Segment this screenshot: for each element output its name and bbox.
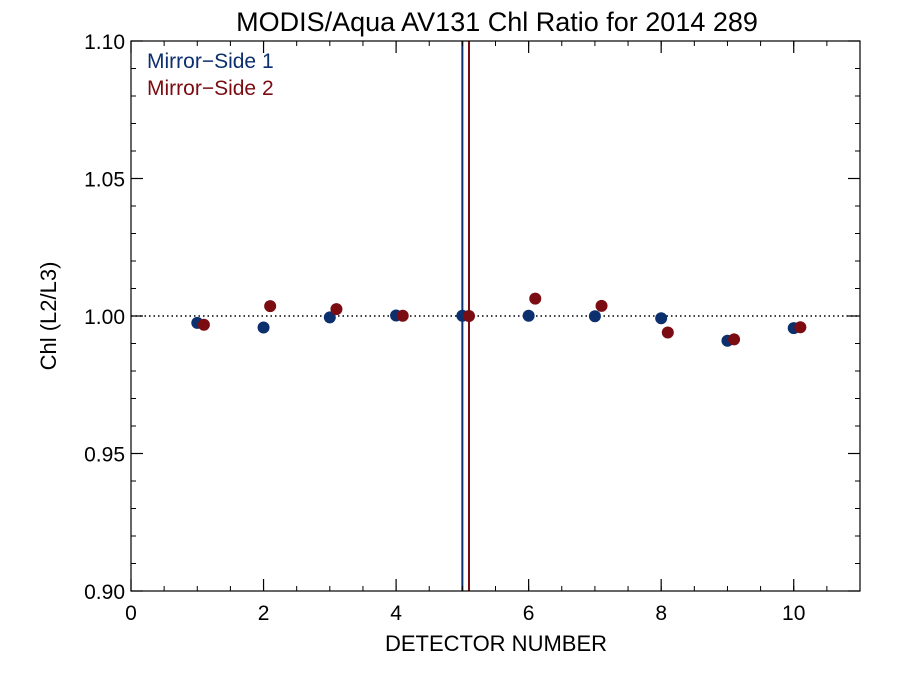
mirror-side-2-point (661, 326, 674, 339)
legend: Mirror−Side 1 Mirror−Side 2 (147, 50, 274, 100)
x-tick-label: 10 (782, 602, 805, 625)
x-tick-label: 4 (390, 602, 402, 625)
y-tick-label: 1.10 (84, 31, 125, 54)
mirror-side-2-point (264, 300, 277, 313)
mirror-side-1-point (323, 311, 336, 324)
mirror-side-1-point (522, 309, 535, 322)
legend-entry-mirror-side-1: Mirror−Side 1 (147, 50, 274, 73)
legend-entry-mirror-side-2: Mirror−Side 2 (147, 77, 274, 100)
y-axis-label: Chl (L2/L3) (36, 262, 61, 371)
y-tick-label: 1.05 (84, 169, 125, 192)
y-tick-label: 0.95 (84, 444, 125, 467)
mirror-side-2-point (462, 310, 475, 322)
y-tick-label: 0.90 (84, 581, 125, 604)
x-tick-label: 2 (258, 602, 270, 625)
mirror-side-2-point (728, 333, 741, 346)
mirror-side-2-point (529, 292, 542, 305)
reference-lines (131, 41, 860, 591)
x-tick-label: 8 (655, 602, 667, 625)
x-tick-label: 6 (523, 602, 535, 625)
mirror-side-2-point (396, 309, 409, 322)
mirror-side-2-point (794, 321, 807, 334)
mirror-side-2-point (197, 318, 210, 331)
chart-title: MODIS/Aqua AV131 Chl Ratio for 2014 289 (236, 7, 758, 37)
data-points (191, 292, 807, 347)
x-tick-label: 0 (125, 602, 137, 625)
mirror-side-1-point (588, 310, 601, 323)
mirror-side-2-point (595, 299, 608, 312)
mirror-side-1-point (257, 321, 270, 334)
axes: 0 2 4 6 8 10 0.90 0.95 1.00 1.05 1.10 (84, 31, 861, 625)
mirror-side-2-point (330, 303, 343, 316)
y-tick-label: 1.00 (84, 306, 125, 329)
mirror-side-1-point (655, 312, 668, 325)
x-axis-label: DETECTOR NUMBER (385, 631, 607, 656)
